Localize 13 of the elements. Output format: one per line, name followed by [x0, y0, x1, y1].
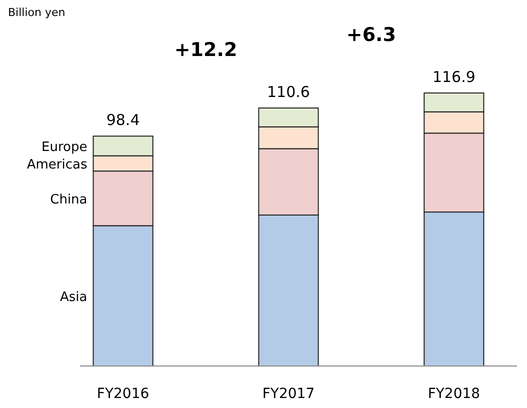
series-label: Europe — [42, 140, 88, 155]
series-label: China — [50, 192, 88, 208]
annotation: 98.4 — [106, 111, 140, 130]
series-label: Americas — [26, 157, 88, 172]
annotation: 110.6 — [267, 83, 310, 102]
text: +12.2 — [174, 39, 238, 62]
series-label: Asia — [60, 290, 88, 305]
x-tick-label: FY2016 — [96, 386, 150, 402]
text: Billion yen — [8, 6, 66, 19]
text: +6.3 — [346, 24, 396, 46]
x-tick-label: FY2017 — [262, 386, 315, 402]
x-tick-label: FY2018 — [428, 386, 480, 402]
annotation: 116.9 — [432, 68, 476, 86]
